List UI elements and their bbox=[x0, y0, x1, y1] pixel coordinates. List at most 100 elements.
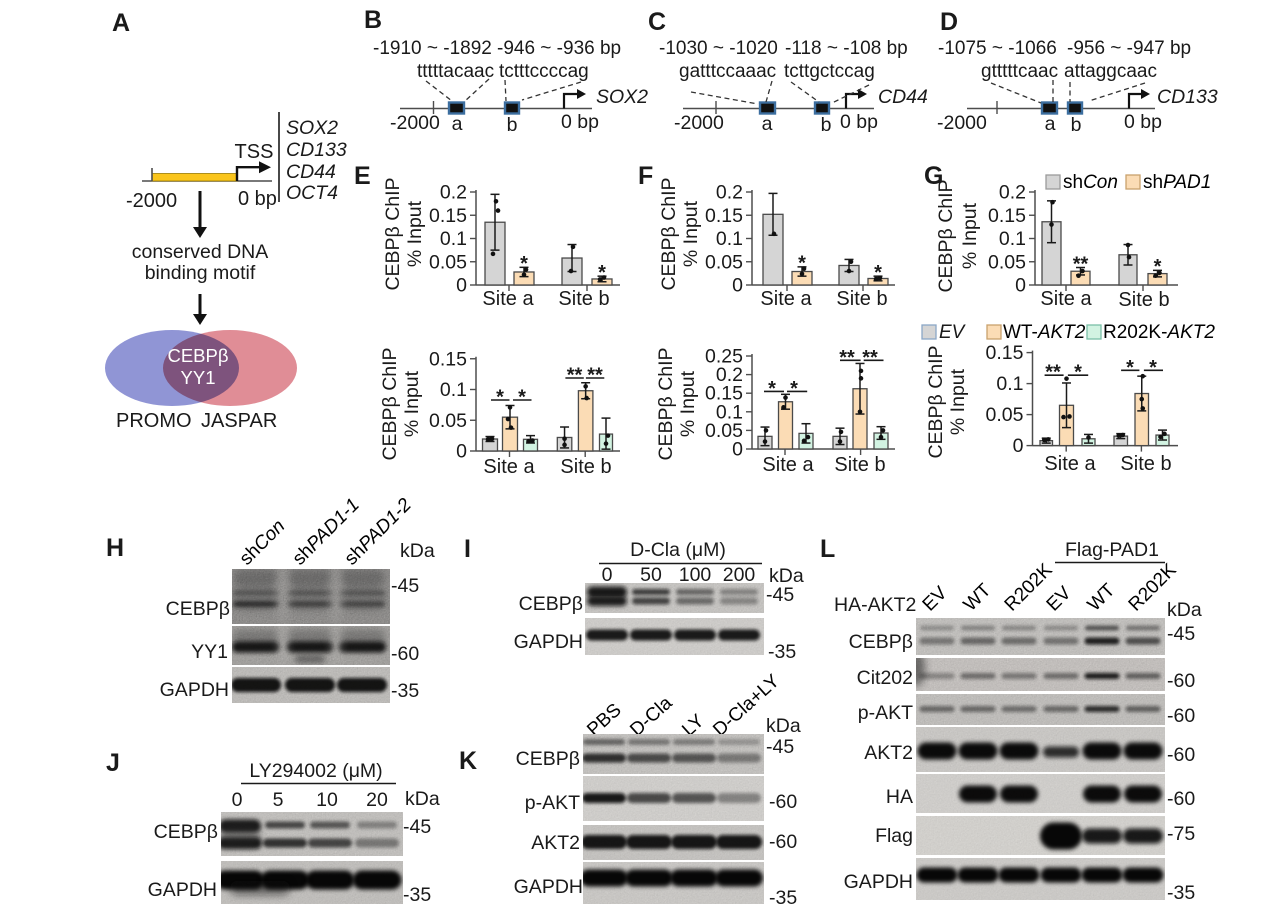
svg-text:0.05: 0.05 bbox=[429, 410, 467, 432]
svg-text:C: C bbox=[648, 8, 666, 36]
svg-text:CEBPβ: CEBPβ bbox=[154, 821, 218, 843]
svg-text:a: a bbox=[452, 113, 463, 135]
svg-text:% Input: % Input bbox=[401, 370, 423, 437]
svg-text:0.2: 0.2 bbox=[999, 182, 1026, 204]
svg-text:EV: EV bbox=[939, 322, 967, 343]
svg-text:CEBPβ ChIP: CEBPβ ChIP bbox=[655, 347, 677, 460]
svg-text:A: A bbox=[112, 9, 130, 37]
svg-text:J: J bbox=[106, 749, 120, 777]
svg-text:**: ** bbox=[862, 347, 878, 369]
svg-text:*: * bbox=[518, 387, 526, 409]
svg-text:GAPDH: GAPDH bbox=[160, 679, 229, 701]
svg-text:-45: -45 bbox=[766, 584, 794, 606]
svg-text:0: 0 bbox=[732, 439, 743, 461]
svg-text:CEBPβ ChIP: CEBPβ ChIP bbox=[925, 345, 947, 458]
svg-text:CD44: CD44 bbox=[286, 161, 336, 183]
svg-text:0.05: 0.05 bbox=[429, 251, 467, 273]
svg-text:tttttacaac: tttttacaac bbox=[417, 61, 494, 82]
svg-text:CEBPβ: CEBPβ bbox=[849, 631, 913, 653]
svg-text:0.05: 0.05 bbox=[705, 420, 743, 442]
svg-text:AKT2: AKT2 bbox=[864, 742, 913, 764]
svg-text:gtttttcaac: gtttttcaac bbox=[981, 61, 1058, 82]
svg-text:D: D bbox=[940, 8, 958, 36]
svg-text:-60: -60 bbox=[391, 643, 419, 665]
svg-text:0.15: 0.15 bbox=[429, 348, 467, 370]
svg-text:HA: HA bbox=[886, 786, 913, 808]
svg-text:GAPDH: GAPDH bbox=[514, 631, 583, 653]
svg-text:0: 0 bbox=[456, 441, 467, 463]
svg-text:LY294002 (μM): LY294002 (μM) bbox=[249, 760, 382, 782]
svg-text:*: * bbox=[1149, 357, 1157, 379]
svg-text:kDa: kDa bbox=[405, 788, 440, 810]
svg-text:0.2: 0.2 bbox=[716, 364, 743, 386]
svg-text:200: 200 bbox=[723, 564, 756, 586]
svg-text:-118 ~ -108 bp: -118 ~ -108 bp bbox=[785, 38, 908, 59]
svg-text:-2000: -2000 bbox=[126, 190, 177, 212]
svg-text:Site b: Site b bbox=[836, 288, 887, 310]
svg-text:0 bp: 0 bp bbox=[840, 111, 878, 133]
svg-text:TSS: TSS bbox=[235, 141, 274, 163]
svg-text:D-Cla (μM): D-Cla (μM) bbox=[630, 539, 726, 561]
svg-text:CEBPβ ChIP: CEBPβ ChIP bbox=[935, 179, 957, 292]
svg-text:*: * bbox=[1126, 357, 1134, 379]
svg-text:-45: -45 bbox=[391, 575, 419, 597]
svg-text:Site a: Site a bbox=[483, 456, 535, 478]
svg-text:0.15: 0.15 bbox=[705, 205, 743, 227]
svg-text:K: K bbox=[459, 747, 477, 775]
svg-text:Site a: Site a bbox=[760, 288, 812, 310]
svg-text:*: * bbox=[598, 262, 606, 284]
svg-text:-2000: -2000 bbox=[674, 112, 724, 134]
svg-text:*: * bbox=[798, 253, 806, 275]
svg-text:-60: -60 bbox=[769, 831, 797, 853]
svg-text:YY1: YY1 bbox=[191, 641, 228, 663]
svg-text:-2000: -2000 bbox=[937, 112, 987, 134]
svg-text:JASPAR: JASPAR bbox=[201, 410, 277, 432]
svg-text:0 bp: 0 bp bbox=[561, 111, 599, 133]
svg-text:G: G bbox=[924, 162, 943, 190]
svg-text:% Input: % Input bbox=[680, 200, 702, 267]
svg-text:-1030 ~ -1020: -1030 ~ -1020 bbox=[659, 38, 778, 59]
svg-text:GAPDH: GAPDH bbox=[844, 871, 913, 893]
svg-text:kDa: kDa bbox=[766, 715, 801, 737]
svg-text:**: ** bbox=[1073, 253, 1089, 275]
svg-text:OCT4: OCT4 bbox=[286, 182, 338, 204]
svg-text:**: ** bbox=[839, 347, 855, 369]
svg-text:-35: -35 bbox=[391, 680, 419, 702]
svg-text:0: 0 bbox=[732, 275, 743, 297]
svg-text:0.05: 0.05 bbox=[988, 251, 1026, 273]
svg-text:*: * bbox=[496, 387, 504, 409]
svg-text:kDa: kDa bbox=[769, 565, 804, 587]
svg-text:Cit202: Cit202 bbox=[857, 667, 913, 689]
svg-text:CEBPβ: CEBPβ bbox=[167, 345, 228, 366]
svg-text:kDa: kDa bbox=[1167, 599, 1202, 621]
svg-text:0.05: 0.05 bbox=[705, 251, 743, 273]
svg-text:0.15: 0.15 bbox=[986, 342, 1024, 364]
svg-text:CD44: CD44 bbox=[878, 86, 928, 108]
svg-text:CEBPβ: CEBPβ bbox=[516, 748, 580, 770]
svg-text:0: 0 bbox=[1015, 275, 1026, 297]
svg-text:p-AKT: p-AKT bbox=[858, 702, 913, 724]
svg-text:shCon: shCon bbox=[1063, 172, 1118, 193]
svg-text:gatttccaaac: gatttccaaac bbox=[679, 61, 776, 82]
svg-text:5: 5 bbox=[273, 789, 284, 811]
svg-text:10: 10 bbox=[316, 789, 338, 811]
svg-text:a: a bbox=[762, 113, 773, 135]
svg-text:0.1: 0.1 bbox=[440, 379, 467, 401]
svg-text:Site b: Site b bbox=[1120, 453, 1171, 475]
svg-text:**: ** bbox=[587, 365, 603, 387]
svg-text:b: b bbox=[1071, 114, 1082, 136]
svg-text:**: ** bbox=[567, 365, 583, 387]
svg-text:**: ** bbox=[1045, 362, 1061, 384]
svg-text:p-AKT: p-AKT bbox=[525, 792, 580, 814]
svg-text:-35: -35 bbox=[769, 887, 797, 909]
svg-text:0.15: 0.15 bbox=[705, 383, 743, 405]
svg-text:WT-AKT2: WT-AKT2 bbox=[1003, 322, 1086, 343]
svg-text:-956 ~ -947 bp: -956 ~ -947 bp bbox=[1067, 38, 1191, 59]
svg-text:Site b: Site b bbox=[834, 454, 885, 476]
svg-text:-35: -35 bbox=[403, 884, 431, 906]
svg-text:0.1: 0.1 bbox=[440, 228, 467, 250]
svg-text:0.1: 0.1 bbox=[716, 228, 743, 250]
svg-text:-1075 ~ -1066: -1075 ~ -1066 bbox=[938, 38, 1057, 59]
svg-text:CEBPβ ChIP: CEBPβ ChIP bbox=[379, 347, 401, 460]
svg-text:shPAD1: shPAD1 bbox=[1143, 172, 1211, 193]
